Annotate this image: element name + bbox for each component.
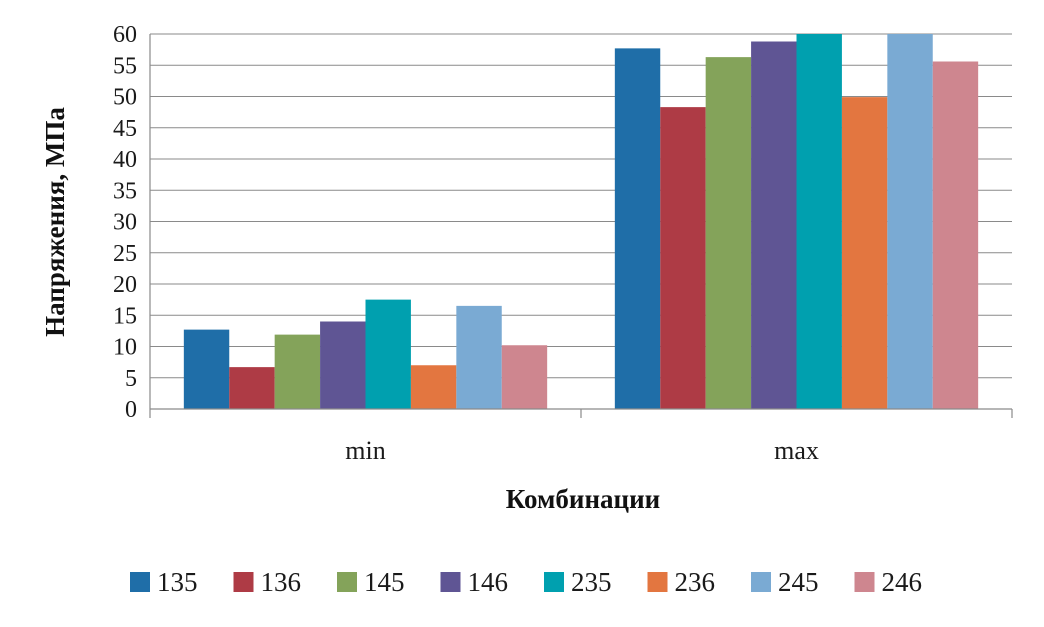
legend-item-135: 135 <box>130 567 198 597</box>
legend-item-235: 235 <box>544 567 612 597</box>
legend-swatch <box>647 572 668 592</box>
legend-item-246: 246 <box>854 567 923 597</box>
bar-max-146 <box>751 41 797 409</box>
legend-label: 145 <box>364 567 405 597</box>
y-tick-label: 25 <box>113 241 137 267</box>
bar-max-145 <box>705 57 752 409</box>
y-axis-title: Напряжения, МПа <box>40 107 70 337</box>
legend-label: 146 <box>468 567 509 597</box>
legend-item-236: 236 <box>647 567 716 597</box>
bar-min-246 <box>501 345 548 409</box>
bars <box>183 34 979 409</box>
bar-min-135 <box>183 329 230 409</box>
legend-label: 246 <box>882 567 923 597</box>
x-axis-title: Комбинации <box>506 484 660 514</box>
legend-swatch <box>130 572 150 592</box>
y-tick-label: 35 <box>113 178 137 204</box>
legend-label: 235 <box>571 567 612 597</box>
legend: 135 136 145 146 235 236 245 246 <box>130 567 922 597</box>
legend-item-136: 136 <box>233 567 302 597</box>
legend-item-145: 145 <box>337 567 405 597</box>
bar-min-236 <box>410 365 457 409</box>
x-category-labels: min max <box>345 436 819 465</box>
legend-item-245: 245 <box>751 567 819 597</box>
bar-min-136 <box>229 367 275 409</box>
legend-item-146: 146 <box>440 567 509 597</box>
bar-min-245 <box>456 305 502 409</box>
bar-max-236 <box>841 97 888 409</box>
axes <box>149 34 1013 418</box>
y-tick-label: 30 <box>113 210 137 236</box>
bar-max-235 <box>796 34 842 409</box>
bar-max-246 <box>932 61 979 409</box>
y-tick-label: 50 <box>113 85 137 111</box>
legend-swatch <box>854 572 875 592</box>
y-tick-label: 60 <box>113 22 137 48</box>
x-category-label: min <box>345 436 385 465</box>
bar-min-235 <box>365 299 411 409</box>
y-tick-label: 40 <box>113 147 137 173</box>
legend-swatch <box>544 572 564 592</box>
bar-max-245 <box>887 34 933 409</box>
legend-label: 245 <box>778 567 819 597</box>
legend-swatch <box>751 572 771 592</box>
bar-max-136 <box>660 107 706 409</box>
y-tick-label: 45 <box>113 116 137 142</box>
y-tick-label: 5 <box>125 366 137 392</box>
bar-max-135 <box>614 48 661 409</box>
legend-label: 135 <box>157 567 198 597</box>
y-tick-labels: 0 5 10 15 20 25 30 35 40 45 50 55 60 <box>113 22 137 423</box>
legend-label: 236 <box>675 567 716 597</box>
legend-swatch <box>233 572 254 592</box>
bar-min-146 <box>320 321 366 409</box>
bar-min-145 <box>274 334 321 409</box>
x-category-label: max <box>774 436 819 465</box>
y-tick-label: 55 <box>113 53 137 79</box>
legend-swatch <box>440 572 461 592</box>
y-tick-label: 15 <box>113 303 137 329</box>
y-tick-label: 10 <box>113 335 137 361</box>
legend-label: 136 <box>261 567 302 597</box>
y-tick-label: 20 <box>113 272 137 298</box>
y-tick-label: 0 <box>125 397 137 423</box>
legend-swatch <box>337 572 357 592</box>
